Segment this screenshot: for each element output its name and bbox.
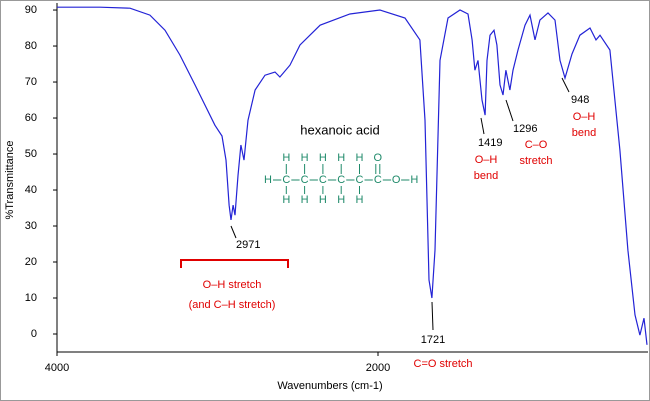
y-tick-label: 0 (31, 328, 37, 340)
peak-wavenumber: 1296 (513, 123, 537, 135)
peak-label: C=O stretch (414, 358, 473, 370)
atom: H (264, 174, 272, 186)
atom: O (374, 152, 383, 164)
y-tick-label: 60 (25, 112, 37, 124)
peak-label: O–H stretch (203, 279, 262, 291)
y-tick-label: 70 (25, 76, 37, 88)
peak-label: O–H (475, 154, 498, 166)
leader-line (505, 99, 514, 122)
leader-line (561, 77, 570, 93)
atom: O (392, 174, 401, 186)
y-tick-label: 30 (25, 220, 37, 232)
peak-label: stretch (519, 155, 552, 167)
peak-label: C–O (525, 139, 548, 151)
peak-label: (and C–H stretch) (189, 299, 276, 311)
leader-line (431, 301, 434, 331)
atom: H (356, 194, 364, 206)
compound-name: hexanoic acid (300, 122, 380, 137)
y-tick-label: 10 (25, 292, 37, 304)
atom: H (319, 152, 327, 164)
peak-wavenumber: 1721 (421, 334, 445, 346)
y-tick-label: 90 (25, 4, 37, 16)
atom: C (356, 174, 364, 186)
atom: H (337, 194, 345, 206)
y-tick-label: 40 (25, 184, 37, 196)
leader-line (480, 117, 485, 135)
atom: H (356, 152, 364, 164)
atom: C (374, 174, 382, 186)
peak-wavenumber: 2971 (236, 239, 260, 251)
atom: H (337, 152, 345, 164)
x-tick-label: 2000 (366, 362, 390, 374)
atom: C (282, 174, 290, 186)
peak-wavenumber: 1419 (478, 137, 502, 149)
x-tick-label: 4000 (45, 362, 69, 374)
atom: H (282, 152, 290, 164)
y-axis-label: %Transmittance (4, 140, 16, 219)
atom: H (319, 194, 327, 206)
x-axis-label: Wavenumbers (cm-1) (277, 380, 382, 392)
bracket (180, 259, 289, 268)
atom: H (301, 152, 309, 164)
y-tick-label: 50 (25, 148, 37, 160)
atom: H (301, 194, 309, 206)
atom: H (410, 174, 418, 186)
atom: H (282, 194, 290, 206)
atom: C (301, 174, 309, 186)
peak-label: O–H (573, 111, 596, 123)
atom: C (337, 174, 345, 186)
spectrum-line (57, 6, 648, 345)
peak-label: bend (572, 127, 596, 139)
y-tick-label: 20 (25, 256, 37, 268)
leader-line (230, 225, 237, 239)
y-tick-label: 80 (25, 40, 37, 52)
peak-label: bend (474, 170, 498, 182)
atom: C (319, 174, 327, 186)
peak-wavenumber: 948 (571, 94, 589, 106)
